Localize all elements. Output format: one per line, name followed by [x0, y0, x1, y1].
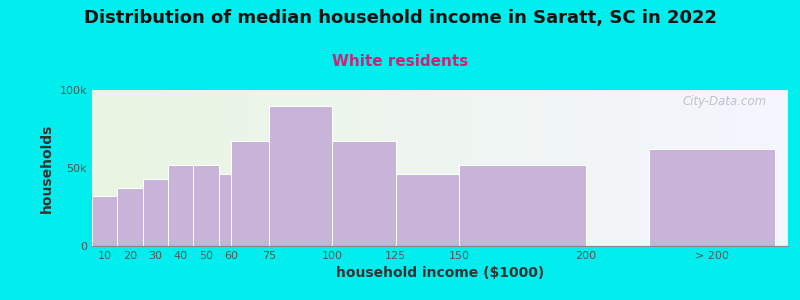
Bar	[118, 188, 142, 246]
Bar	[218, 174, 244, 246]
Bar	[168, 165, 194, 246]
Bar	[333, 142, 396, 246]
Text: White residents: White residents	[332, 54, 468, 69]
Text: City-Data.com: City-Data.com	[683, 95, 767, 108]
X-axis label: household income ($1000): household income ($1000)	[336, 266, 544, 280]
Bar	[459, 165, 586, 246]
Bar	[92, 196, 118, 246]
Bar	[194, 165, 218, 246]
Bar	[269, 106, 333, 246]
Bar	[649, 149, 775, 246]
Bar	[396, 174, 459, 246]
Bar	[231, 142, 269, 246]
Bar	[142, 179, 168, 246]
Text: Distribution of median household income in Saratt, SC in 2022: Distribution of median household income …	[83, 9, 717, 27]
Y-axis label: households: households	[40, 123, 54, 213]
